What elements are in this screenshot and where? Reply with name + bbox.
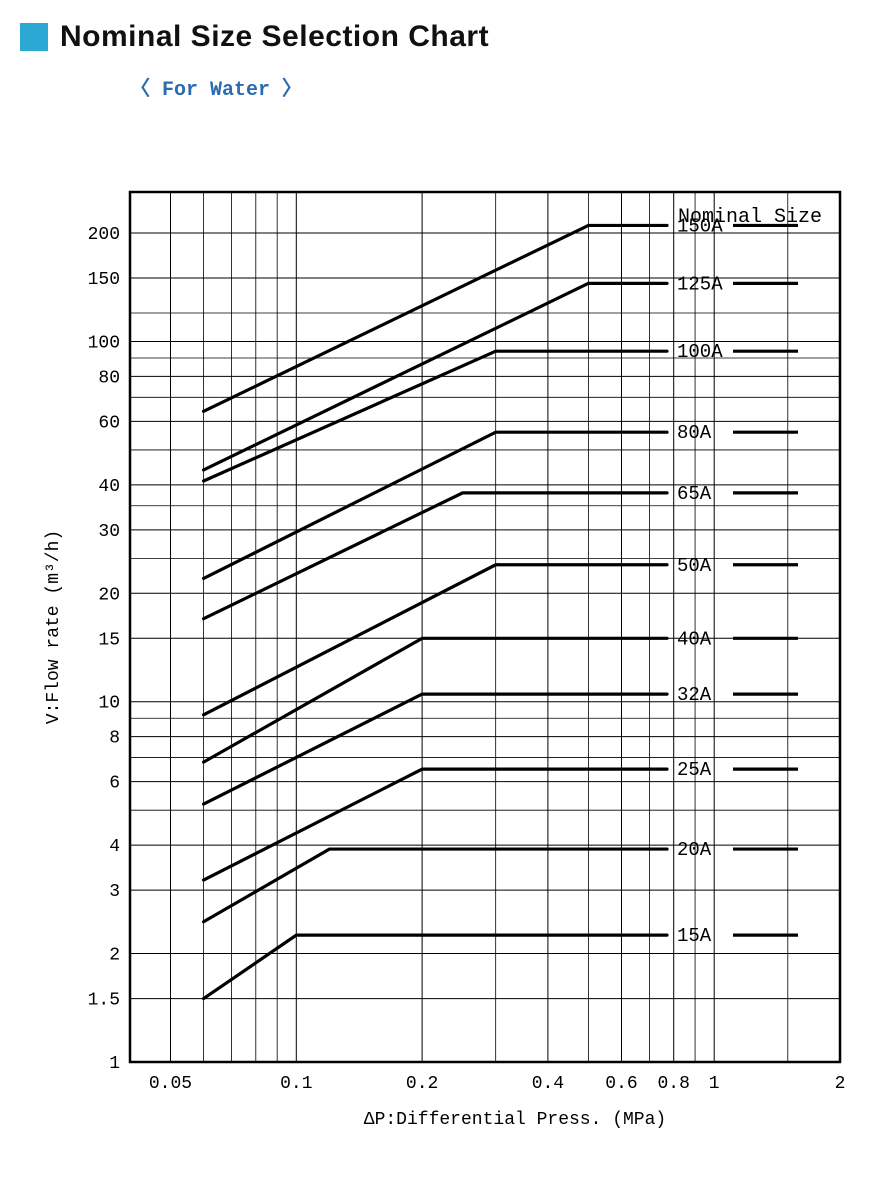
x-tick-label: 0.6 [605, 1074, 637, 1094]
y-tick-label: 8 [109, 729, 120, 749]
series-label-150A: 150A [677, 215, 723, 237]
header: Nominal Size Selection Chart [20, 20, 866, 54]
series-label-65A: 65A [677, 483, 712, 505]
y-tick-label: 1 [109, 1054, 120, 1074]
y-tick-label: 15 [98, 630, 120, 650]
x-axis-label: ΔP:Differential Press. (MPa) [364, 1110, 666, 1130]
y-tick-label: 100 [88, 333, 120, 353]
series-label-80A: 80A [677, 422, 712, 444]
y-tick-label: 200 [88, 225, 120, 245]
y-tick-label: 2 [109, 946, 120, 966]
x-tick-label: 0.1 [280, 1074, 312, 1094]
series-label-20A: 20A [677, 839, 712, 861]
y-tick-label: 10 [98, 694, 120, 714]
y-tick-label: 20 [98, 585, 120, 605]
series-label-32A: 32A [677, 684, 712, 706]
y-tick-label: 1.5 [88, 991, 120, 1011]
y-tick-label: 4 [109, 837, 120, 857]
selection-chart: 0.05 0.1 0.2 0.4 0.6 0.8 1 2 1 1.5 2 3 4 6 8 10 15 20 30 40… [20, 122, 866, 1142]
series-label-50A: 50A [677, 555, 712, 577]
x-tick-label: 0.2 [406, 1074, 438, 1094]
y-tick-label: 150 [88, 270, 120, 290]
x-tick-label: 0.05 [149, 1074, 192, 1094]
y-axis-label: V:Flow rate (m³/h) [44, 530, 64, 724]
x-tick-label: 0.8 [657, 1074, 689, 1094]
series-label-40A: 40A [677, 628, 712, 650]
series-label-25A: 25A [677, 759, 712, 781]
y-tick-label: 6 [109, 774, 120, 794]
x-tick-label: 0.4 [532, 1074, 564, 1094]
y-tick-label: 60 [98, 413, 120, 433]
y-tick-label: 40 [98, 477, 120, 497]
y-tick-label: 3 [109, 882, 120, 902]
series-label-100A: 100A [677, 341, 723, 363]
title-square-icon [20, 23, 48, 51]
page-title: Nominal Size Selection Chart [60, 20, 489, 54]
series-label-15A: 15A [677, 925, 712, 947]
x-tick-label: 1 [709, 1074, 720, 1094]
y-tick-label: 30 [98, 522, 120, 542]
chart-svg: 0.05 0.1 0.2 0.4 0.6 0.8 1 2 1 1.5 2 3 4 6 8 10 15 20 30 40… [20, 122, 866, 1142]
y-tick-label: 80 [98, 368, 120, 388]
subtitle: 〈 For Water 〉 [130, 72, 866, 102]
x-tick-label: 2 [835, 1074, 846, 1094]
series-label-125A: 125A [677, 273, 723, 295]
